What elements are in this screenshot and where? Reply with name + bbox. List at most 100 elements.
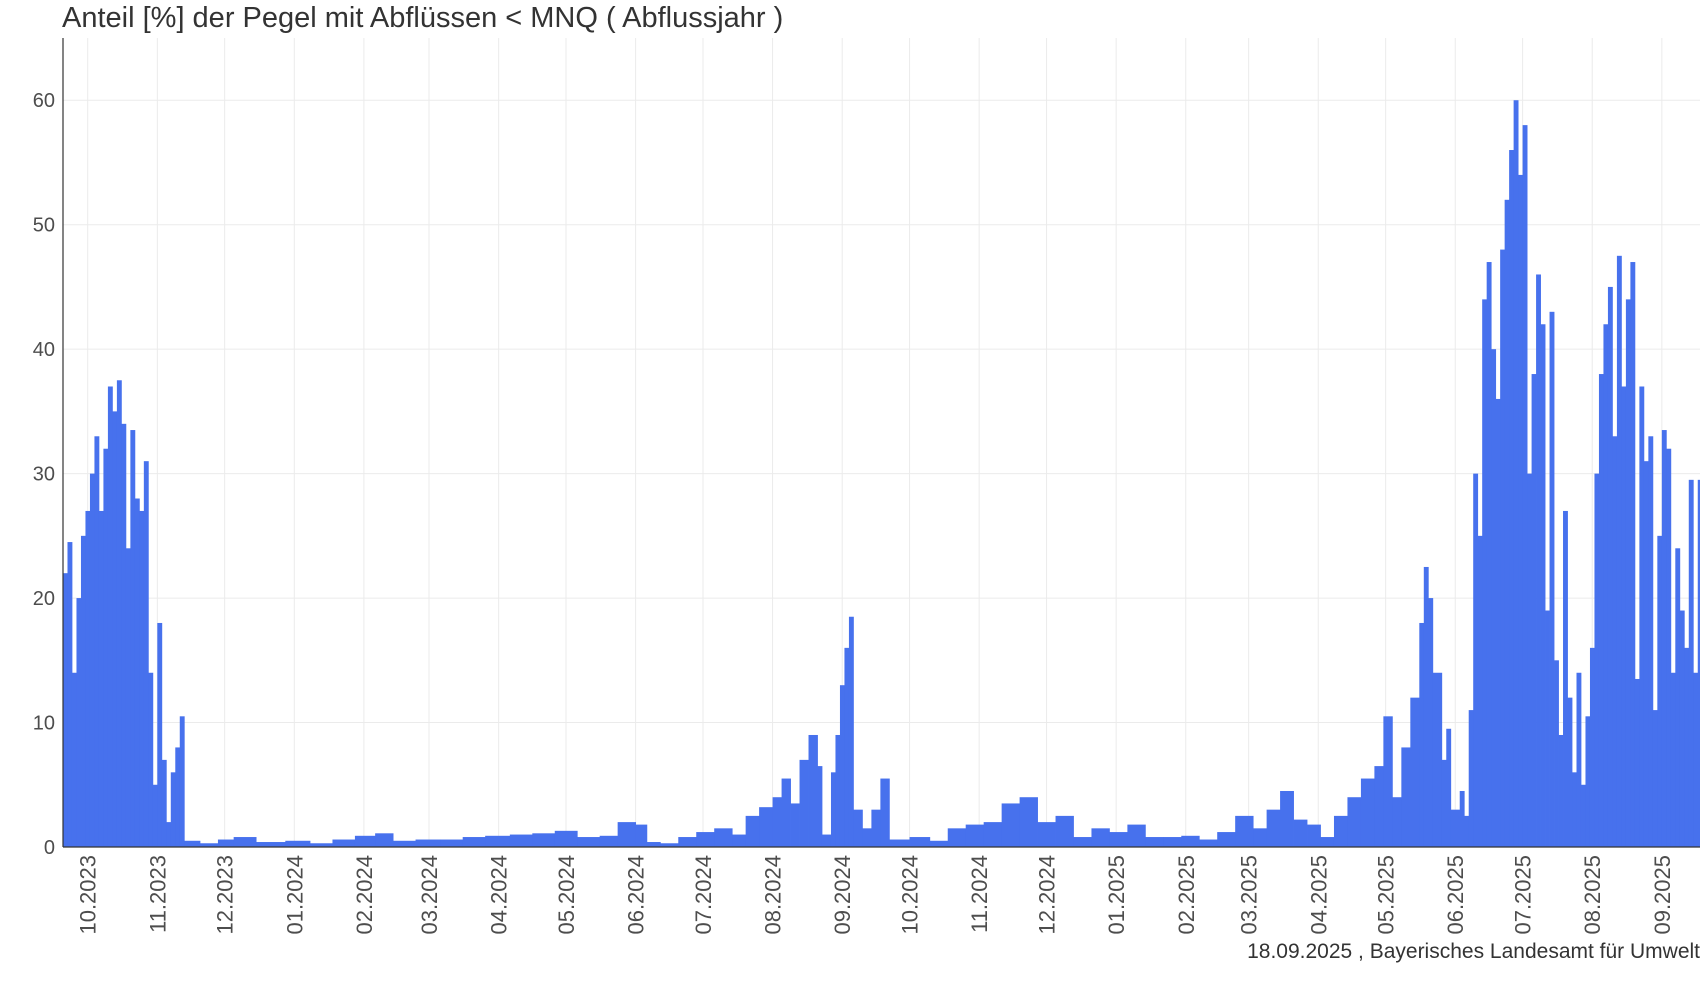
bar bbox=[1693, 672, 1699, 847]
bar bbox=[143, 461, 149, 847]
y-tick-label: 10 bbox=[33, 713, 55, 735]
bar bbox=[1410, 697, 1420, 847]
bar bbox=[889, 839, 910, 847]
bar bbox=[71, 672, 77, 847]
bar-series bbox=[63, 100, 1700, 848]
x-tick-label: 12.2023 bbox=[213, 855, 238, 935]
chart-title: Anteil [%] der Pegel mit Abflüssen < MNQ… bbox=[62, 2, 784, 34]
bar bbox=[1253, 828, 1268, 847]
bar bbox=[1684, 647, 1690, 847]
x-tick-label: 11.2023 bbox=[145, 855, 170, 933]
x-tick-label: 08.2025 bbox=[1580, 855, 1605, 935]
bar bbox=[161, 759, 167, 847]
bar bbox=[1495, 398, 1501, 847]
bar bbox=[817, 766, 823, 847]
y-tick-label: 50 bbox=[33, 215, 55, 237]
bar bbox=[1634, 678, 1640, 847]
bar bbox=[107, 386, 113, 847]
bar bbox=[1217, 832, 1236, 847]
bar bbox=[94, 436, 100, 847]
bar bbox=[1545, 610, 1550, 847]
bar bbox=[1639, 386, 1645, 847]
bar bbox=[1513, 100, 1519, 847]
bar bbox=[965, 824, 985, 847]
x-tick-label: 05.2025 bbox=[1374, 855, 1399, 935]
bar bbox=[1536, 274, 1541, 847]
x-tick-label: 02.2024 bbox=[352, 855, 377, 935]
x-tick-label: 06.2024 bbox=[624, 855, 649, 935]
bar bbox=[732, 834, 747, 847]
bar bbox=[1360, 778, 1375, 847]
bar bbox=[76, 598, 82, 847]
bar bbox=[1307, 824, 1321, 847]
source-caption: 18.09.2025 , Bayerisches Landesamt für U… bbox=[1247, 940, 1700, 963]
bar bbox=[1500, 249, 1506, 848]
bar bbox=[696, 832, 715, 847]
bar bbox=[217, 839, 235, 847]
bar bbox=[1333, 815, 1348, 847]
bar bbox=[1580, 784, 1586, 847]
bar bbox=[1540, 324, 1546, 847]
bar bbox=[1482, 299, 1488, 847]
bar bbox=[1648, 436, 1654, 847]
bar bbox=[1630, 262, 1636, 847]
bar bbox=[184, 840, 201, 847]
bar bbox=[714, 828, 733, 847]
bar bbox=[678, 837, 697, 847]
bar bbox=[1670, 672, 1676, 847]
bar bbox=[1607, 286, 1613, 847]
bar bbox=[759, 807, 773, 847]
bar bbox=[1549, 311, 1555, 847]
bar bbox=[415, 839, 441, 847]
bar bbox=[1428, 598, 1434, 847]
bar bbox=[1109, 832, 1128, 847]
bar bbox=[1558, 734, 1564, 847]
bar bbox=[1347, 797, 1362, 847]
x-tick-label: 01.2025 bbox=[1104, 855, 1129, 935]
bar bbox=[862, 828, 872, 847]
bar bbox=[509, 834, 533, 847]
bar bbox=[1091, 828, 1110, 847]
y-tick-labels: 0 10 20 30 40 50 60 bbox=[33, 90, 55, 859]
bar bbox=[1163, 837, 1182, 847]
bar bbox=[835, 734, 841, 847]
bar bbox=[635, 824, 648, 847]
x-tick-label: 01.2024 bbox=[282, 855, 307, 935]
bar bbox=[532, 833, 556, 847]
bar bbox=[1419, 622, 1425, 847]
x-tick-label: 03.2024 bbox=[417, 855, 442, 935]
x-tick-label: 10.2023 bbox=[76, 855, 101, 935]
bar bbox=[1688, 479, 1694, 847]
bar bbox=[808, 734, 818, 847]
x-tick-label: 08.2024 bbox=[761, 855, 786, 935]
bar bbox=[256, 842, 286, 847]
bar bbox=[617, 822, 637, 847]
x-tick-label: 05.2024 bbox=[554, 855, 579, 935]
x-tick-label: 04.2024 bbox=[487, 855, 512, 935]
y-tick-label: 30 bbox=[33, 464, 55, 486]
bar bbox=[1509, 150, 1515, 847]
bar bbox=[1598, 374, 1604, 847]
bar bbox=[1657, 535, 1663, 847]
bar bbox=[85, 510, 91, 847]
bar bbox=[1446, 728, 1452, 847]
x-tick-label: 12.2024 bbox=[1035, 855, 1060, 935]
bar bbox=[554, 830, 578, 847]
bar bbox=[125, 548, 131, 847]
bar bbox=[1585, 716, 1591, 847]
bar bbox=[1383, 716, 1393, 847]
bar bbox=[310, 843, 333, 847]
bar bbox=[1055, 815, 1074, 847]
bar bbox=[1567, 697, 1573, 847]
bar bbox=[1441, 759, 1447, 847]
grid-lines bbox=[63, 38, 1700, 848]
bar bbox=[1504, 199, 1510, 848]
bar bbox=[462, 837, 486, 847]
bar bbox=[179, 716, 185, 847]
bar bbox=[1612, 436, 1618, 847]
bar bbox=[1473, 473, 1479, 847]
bar bbox=[947, 828, 967, 847]
bar bbox=[103, 448, 109, 847]
bar bbox=[909, 837, 931, 847]
bar bbox=[1423, 566, 1429, 847]
